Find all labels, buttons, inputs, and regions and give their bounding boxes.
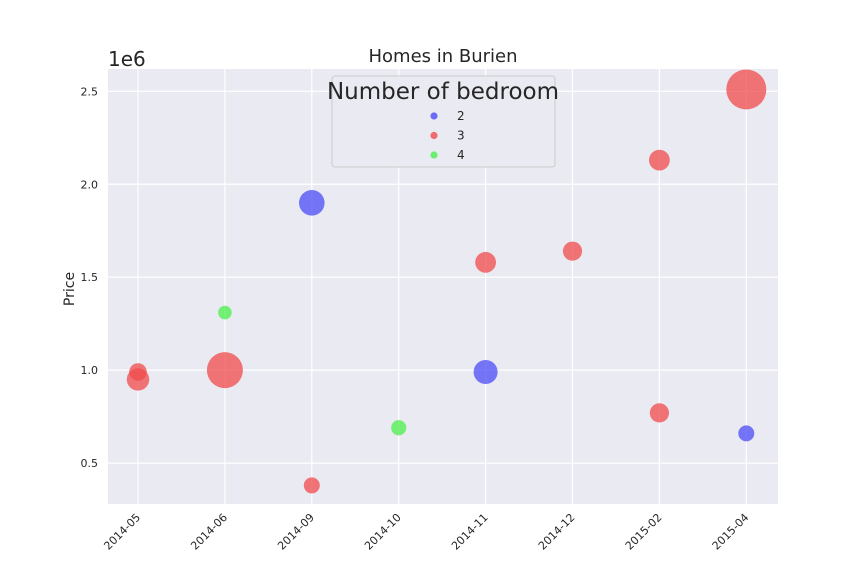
data-points [126,69,767,494]
y-offset-label: 1e6 [108,47,146,71]
legend-marker [430,112,438,120]
y-tick-label: 1.0 [81,364,99,377]
legend-box [331,75,556,168]
y-tick-label: 0.5 [81,457,99,470]
y-tick-label: 2.5 [81,85,99,98]
data-point [218,305,232,320]
x-tick-label: 2014-09 [275,511,317,553]
data-point [649,403,670,423]
data-point [126,368,150,391]
x-tick-label: 2015-02 [623,511,665,553]
legend-label: 2 [457,109,465,123]
legend-marker [430,151,438,159]
data-point [299,190,325,216]
data-point [738,425,755,442]
y-tick-labels: 0.5 1.0 1.5 2.0 2.5 [81,85,99,470]
x-tick-label: 2014-10 [362,511,404,553]
data-point [649,149,670,171]
data-point [562,241,583,261]
x-tick-labels: 2014-05 2014-06 2014-09 2014-10 2014-11 2014-… [101,511,751,553]
data-point [475,251,496,273]
x-tick-label: 2014-12 [536,511,578,553]
y-tick-label: 2.0 [81,178,99,191]
data-point [206,352,243,389]
y-axis-title: Price [62,272,78,306]
legend-label: 4 [457,148,465,162]
data-point [303,477,320,494]
data-point [473,360,498,385]
legend-marker [430,131,438,140]
data-point [391,420,407,436]
chart-title: Homes in Burien [368,46,517,67]
legend-title: Number of bedroom [327,79,559,105]
x-tick-label: 2014-05 [101,511,143,553]
grid-lines [108,69,778,504]
x-tick-label: 2014-06 [188,511,230,553]
x-tick-label: 2014-11 [449,511,491,553]
legend: Number of bedroom 2 3 4 [327,75,559,168]
x-tick-label: 2015-04 [710,511,752,553]
y-tick-label: 1.5 [81,271,99,284]
data-point [726,69,767,110]
legend-entries: 2 3 4 [430,109,465,162]
legend-label: 3 [457,129,465,143]
